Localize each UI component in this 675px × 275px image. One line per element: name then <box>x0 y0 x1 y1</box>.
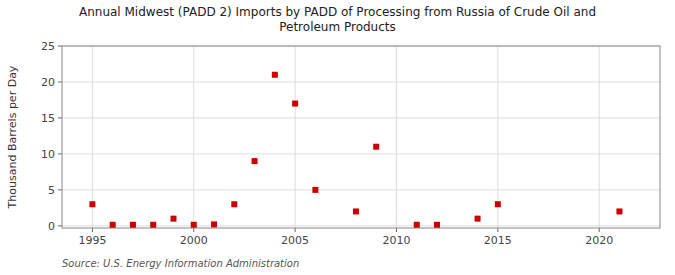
title-line: Petroleum Products <box>279 20 396 34</box>
plot-frame <box>62 46 660 228</box>
point <box>231 201 237 207</box>
point <box>495 201 501 207</box>
x-tick-label: 1995 <box>78 234 106 247</box>
grid <box>62 46 660 228</box>
x-tick <box>599 228 600 232</box>
point <box>434 222 440 228</box>
y-tick-label: 25 <box>41 40 55 53</box>
chart: Annual Midwest (PADD 2) Imports by PADD … <box>0 0 675 275</box>
x-tick <box>497 228 498 232</box>
point <box>353 208 359 214</box>
points <box>89 72 622 228</box>
y-tick-label: 0 <box>48 220 55 233</box>
y-grid-line <box>62 117 660 118</box>
y-tick-label: 15 <box>41 112 55 125</box>
y-grid-line <box>62 81 660 82</box>
point <box>252 158 258 164</box>
y-tick <box>58 46 62 47</box>
y-tick <box>58 189 62 190</box>
x-tick <box>92 228 93 232</box>
y-grid-line <box>62 189 660 190</box>
x-tick-label: 2015 <box>484 234 512 247</box>
x-grid-line <box>599 46 600 228</box>
x-tick-label: 2010 <box>382 234 410 247</box>
title: Annual Midwest (PADD 2) Imports by PADD … <box>79 5 596 34</box>
chart-container: Annual Midwest (PADD 2) Imports by PADD … <box>0 0 675 275</box>
point <box>110 222 116 228</box>
x-grid-line <box>295 46 296 228</box>
point <box>312 187 318 193</box>
point <box>150 222 156 228</box>
point <box>170 216 176 222</box>
y-tick <box>58 117 62 118</box>
point <box>272 72 278 78</box>
x-grid-line <box>193 46 194 228</box>
x-tick-label: 2000 <box>180 234 208 247</box>
point <box>130 222 136 228</box>
title-line: Annual Midwest (PADD 2) Imports by PADD … <box>79 5 596 19</box>
y-tick <box>58 153 62 154</box>
point <box>616 208 622 214</box>
x-grid-line <box>92 46 93 228</box>
point <box>191 222 197 228</box>
y-tick-label: 10 <box>41 148 55 161</box>
y-tick-label: 5 <box>48 184 55 197</box>
x-tick <box>295 228 296 232</box>
x-tick-label: 2020 <box>585 234 613 247</box>
x-tick-label: 2005 <box>281 234 309 247</box>
y-tick <box>58 225 62 226</box>
x-grid-line <box>396 46 397 228</box>
point <box>373 144 379 150</box>
y-grid-line <box>62 153 660 154</box>
point <box>89 201 95 207</box>
point <box>211 221 217 227</box>
y-tick <box>58 81 62 82</box>
y-tick-label: 20 <box>41 76 55 89</box>
y-axis-label: Thousand Barrels per Day <box>6 65 19 209</box>
point <box>292 101 298 107</box>
point <box>414 222 420 228</box>
source-note: Source: U.S. Energy Information Administ… <box>62 258 299 269</box>
x-grid-line <box>497 46 498 228</box>
point <box>475 216 481 222</box>
x-tick <box>193 228 194 232</box>
x-tick <box>396 228 397 232</box>
